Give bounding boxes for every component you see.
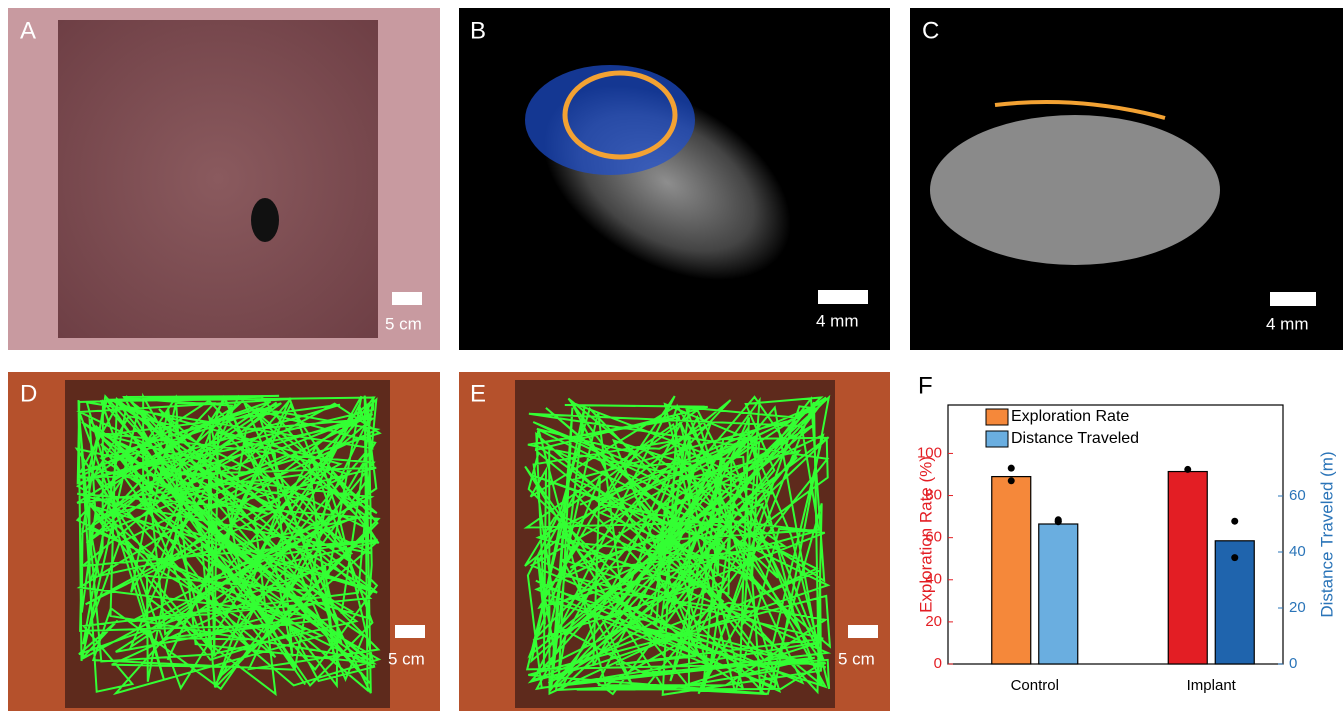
y-tick-label: 40 bbox=[925, 571, 942, 588]
panel-label: D bbox=[20, 380, 37, 407]
mouse bbox=[251, 198, 279, 242]
x-tick-label: Control bbox=[1011, 677, 1059, 694]
legend-swatch bbox=[985, 408, 1009, 426]
data-point bbox=[1007, 464, 1015, 472]
skull bbox=[930, 115, 1220, 265]
legend-label: Exploration Rate bbox=[1011, 408, 1129, 425]
scale-label: 5 cm bbox=[385, 314, 422, 333]
y-tick-label: 0 bbox=[934, 655, 942, 672]
panel-b: 4 mm B bbox=[459, 8, 890, 350]
scale-bar bbox=[395, 625, 425, 638]
panel-d: 5 cm D bbox=[8, 372, 440, 711]
data-point bbox=[1007, 477, 1015, 485]
panel-e: 5 cm E bbox=[459, 372, 890, 711]
bar bbox=[1214, 540, 1255, 665]
scale-label: 5 cm bbox=[838, 649, 875, 668]
bar bbox=[991, 475, 1032, 665]
y-tick-label: 100 bbox=[917, 444, 942, 461]
data-point bbox=[1184, 465, 1192, 473]
panel-label: B bbox=[470, 17, 486, 44]
scale-label: 4 mm bbox=[816, 311, 859, 330]
y2-axis-label: Distance Traveled (m) bbox=[1317, 451, 1336, 617]
data-point bbox=[1231, 554, 1239, 562]
scale-bar bbox=[1270, 292, 1316, 306]
plot-frame bbox=[947, 404, 1284, 665]
bar bbox=[1167, 470, 1208, 665]
x-tick-label: Implant bbox=[1187, 677, 1237, 694]
implant-coil bbox=[994, 99, 1166, 120]
scale-bar bbox=[818, 290, 868, 304]
y2-tick-label: 0 bbox=[1289, 655, 1297, 672]
photo-arena bbox=[58, 20, 378, 338]
panel-c: 4 mm C bbox=[910, 8, 1343, 350]
y2-tick-label: 60 bbox=[1289, 487, 1306, 504]
scale-label: 5 cm bbox=[388, 649, 425, 668]
bar bbox=[1038, 523, 1079, 665]
panel-label: C bbox=[922, 17, 939, 44]
legend-swatch bbox=[985, 430, 1009, 448]
track bbox=[74, 392, 382, 697]
y2-tick-label: 20 bbox=[1289, 599, 1306, 616]
track bbox=[523, 394, 832, 696]
panel-label: F bbox=[918, 372, 933, 399]
data-point bbox=[1054, 517, 1062, 525]
y-tick-label: 80 bbox=[925, 487, 942, 504]
panel-label: E bbox=[470, 380, 486, 407]
legend-label: Distance Traveled bbox=[1011, 430, 1139, 447]
y-tick-label: 20 bbox=[925, 613, 942, 630]
data-point bbox=[1231, 517, 1239, 525]
scale-bar bbox=[848, 625, 878, 638]
y-axis-label: Exploration Rate (%) bbox=[916, 456, 935, 613]
y-tick-label: 60 bbox=[925, 529, 942, 546]
implant-coil bbox=[562, 70, 678, 160]
scale-bar bbox=[392, 292, 422, 305]
y2-tick-label: 40 bbox=[1289, 543, 1306, 560]
panel-label: A bbox=[20, 17, 36, 44]
panel-a: 5 cm A bbox=[8, 8, 440, 350]
scale-label: 4 mm bbox=[1266, 314, 1309, 333]
